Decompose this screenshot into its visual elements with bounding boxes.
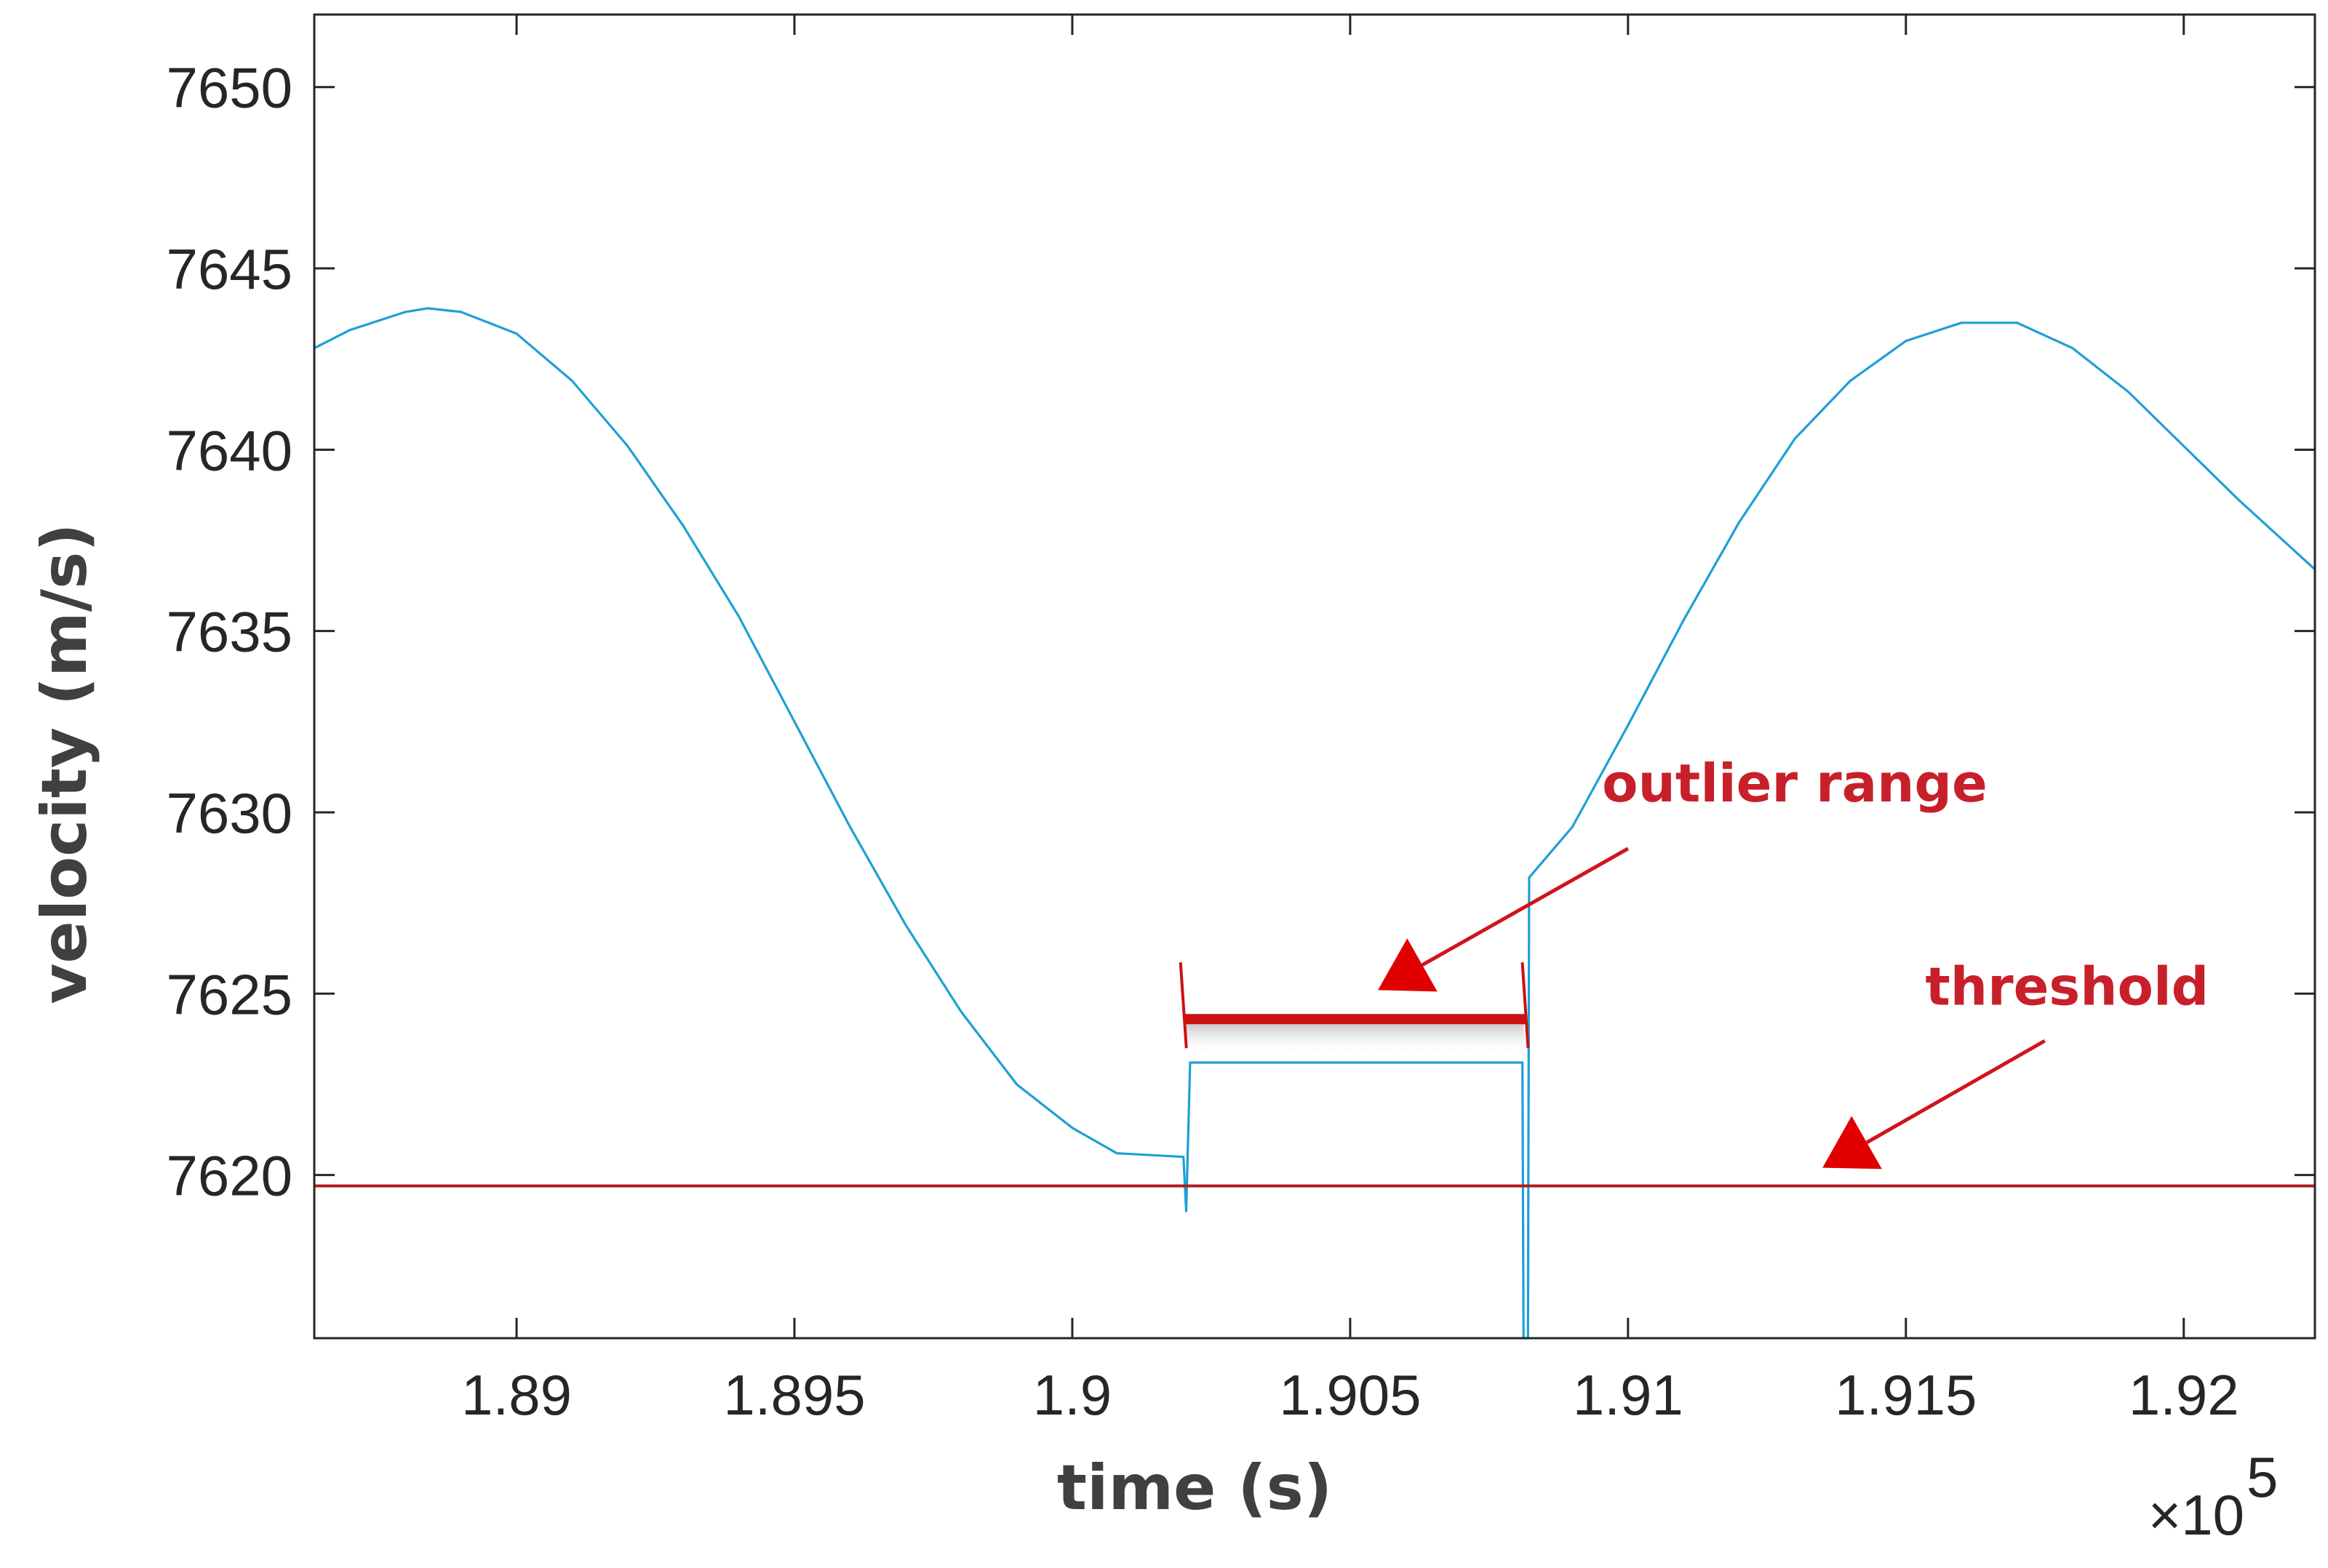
x-tick-label: 1.905 (1279, 1363, 1421, 1427)
axis-ticks: 1.89 1.895 1.9 1.905 1.91 1.915 1.92 7620 7625 76… (166, 15, 2315, 1427)
y-tick-label: 7645 (166, 237, 292, 301)
y-tick-label: 7630 (166, 781, 292, 845)
y-tick-label: 7635 (166, 600, 292, 664)
velocity-series-line (314, 307, 2316, 1340)
x-exponent-label: ×10 (2148, 1483, 2244, 1547)
x-tick-label: 1.915 (1835, 1363, 1977, 1427)
y-tick-label: 7620 (166, 1144, 292, 1208)
outlier-range-label: outlier range (1602, 753, 1988, 814)
x-tick-label: 1.89 (461, 1363, 572, 1427)
axes-box (313, 13, 2316, 1340)
x-exponent-power: 5 (2247, 1445, 2278, 1509)
outlier-range-arrow-line (1421, 847, 1630, 967)
outlier-range-arrow-head (1378, 938, 1438, 992)
outlier-range-right-cap (1520, 962, 1530, 1049)
chart-marks: outlier range threshold (314, 307, 2316, 1340)
x-tick-label: 1.895 (723, 1363, 865, 1427)
y-axis-title: velocity (m/s) (28, 523, 101, 1004)
threshold-arrow-head (1822, 1116, 1882, 1169)
outlier-range-shadow (1186, 1023, 1524, 1056)
x-tick-label: 1.92 (2129, 1363, 2239, 1427)
y-tick-label: 7640 (166, 418, 292, 482)
x-tick-label: 1.91 (1573, 1363, 1683, 1427)
threshold-arrow-line (1865, 1039, 2046, 1145)
x-axis-title: time (s) (1057, 1452, 1332, 1524)
x-tick-label: 1.9 (1033, 1363, 1112, 1427)
outlier-range-left-cap (1179, 962, 1188, 1049)
threshold-label: threshold (1925, 956, 2209, 1017)
plot-background (314, 15, 2315, 1338)
y-tick-label: 7625 (166, 962, 292, 1026)
y-tick-label: 7650 (166, 56, 292, 120)
